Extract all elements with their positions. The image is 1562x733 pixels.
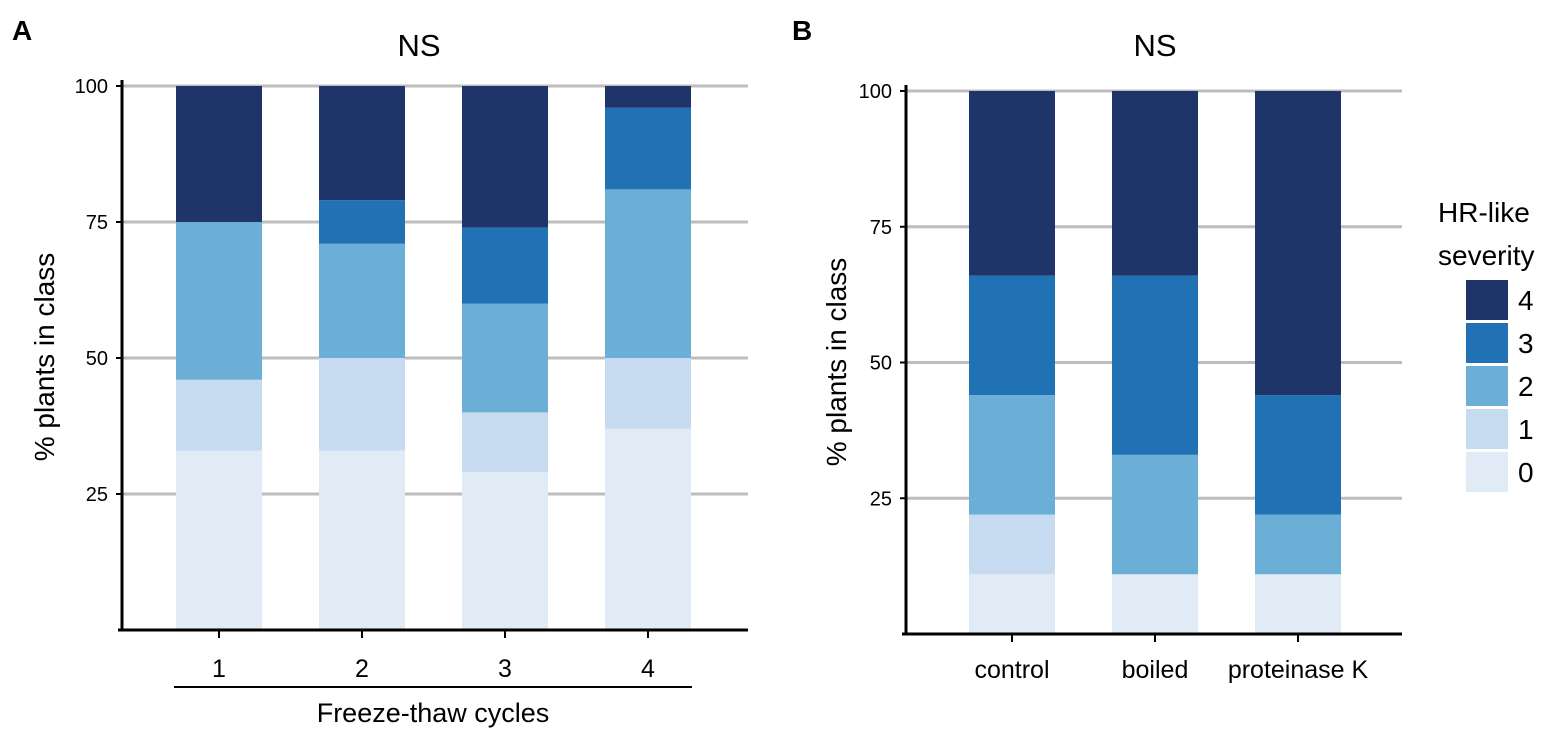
bar-a-3-class-3	[462, 227, 548, 304]
bar-a-3-class-1	[462, 412, 548, 473]
legend-title-line-2: severity	[1438, 240, 1534, 271]
chart-panel-b: 25 50 75 100 control boiled proteinase K	[859, 81, 1402, 684]
y-tick-label-25: 25	[86, 484, 108, 506]
x-axis-label-a: Freeze-thaw cycles	[317, 698, 550, 728]
legend-swatch-1	[1466, 409, 1508, 449]
bar-a-3-class-0	[462, 472, 548, 630]
bar-b-control-class-0	[969, 574, 1055, 634]
bar-a-1-class-4	[176, 86, 262, 222]
bar-b-control-class-4	[969, 91, 1055, 276]
y-tick-label-75: 75	[86, 212, 108, 234]
bar-a-4-class-3	[605, 107, 691, 190]
y-tick-label-100: 100	[75, 76, 108, 98]
legend: HR-like severity 4 3 2 1 0	[1438, 197, 1534, 492]
bar-a-1-class-0	[176, 450, 262, 630]
legend-label-2: 2	[1518, 371, 1534, 402]
legend-title-line-1: HR-like	[1438, 197, 1530, 228]
bar-a-1-class-1	[176, 379, 262, 451]
bar-a-2-class-1	[319, 358, 405, 451]
bar-a-4-class-1	[605, 358, 691, 429]
bar-b-control-class-3	[969, 275, 1055, 396]
legend-swatch-2	[1466, 366, 1508, 406]
y-axis-label-a: % plants in class	[29, 253, 60, 462]
bar-b-boiled-class-3	[1112, 275, 1198, 455]
bar-b-proteinase-k-class-2	[1255, 514, 1341, 575]
bar-a-3-class-2	[462, 303, 548, 413]
bar-a-4-class-0	[605, 428, 691, 630]
bar-a-3-class-4	[462, 86, 548, 228]
panel-label-b: B	[792, 15, 812, 46]
bar-a-2-class-0	[319, 450, 405, 630]
bar-b-control-class-1	[969, 514, 1055, 575]
bar-a-2-class-4	[319, 86, 405, 201]
x-tick-label-b-0: control	[974, 656, 1049, 684]
chart-panel-a: 25 50 75 100 1 2 3 4	[75, 76, 748, 683]
bar-a-2-class-3	[319, 200, 405, 244]
legend-label-1: 1	[1518, 414, 1534, 445]
y-tick-label-100: 100	[859, 81, 892, 103]
legend-label-3: 3	[1518, 328, 1534, 359]
y-tick-label-25: 25	[870, 488, 892, 510]
legend-swatch-4	[1466, 280, 1508, 320]
x-tick-label-a-1: 2	[355, 655, 369, 683]
y-tick-label-50: 50	[870, 353, 892, 375]
bar-a-4-class-4	[605, 86, 691, 108]
y-tick-label-50: 50	[86, 348, 108, 370]
x-tick-label-b-1: boiled	[1122, 656, 1189, 684]
bar-a-2-class-2	[319, 243, 405, 358]
legend-label-4: 4	[1518, 285, 1534, 316]
legend-swatch-3	[1466, 323, 1508, 363]
x-tick-label-a-2: 3	[498, 655, 512, 683]
bar-b-proteinase-k-class-3	[1255, 395, 1341, 515]
bar-a-1-class-2	[176, 222, 262, 380]
chart-title-a: NS	[397, 28, 440, 63]
x-tick-label-a-3: 4	[641, 655, 655, 683]
bar-b-control-class-2	[969, 395, 1055, 515]
y-tick-label-75: 75	[870, 217, 892, 239]
y-axis-label-b: % plants in class	[821, 258, 852, 467]
chart-title-b: NS	[1133, 28, 1176, 63]
bar-b-proteinase-k-class-4	[1255, 91, 1341, 396]
x-tick-label-b-2: proteinase K	[1228, 656, 1369, 684]
x-tick-label-a-0: 1	[212, 655, 226, 683]
bar-b-boiled-class-0	[1112, 574, 1198, 634]
legend-swatch-0	[1466, 452, 1508, 492]
bar-b-proteinase-k-class-0	[1255, 574, 1341, 634]
bar-b-boiled-class-2	[1112, 454, 1198, 575]
bar-b-boiled-class-4	[1112, 91, 1198, 276]
legend-label-0: 0	[1518, 457, 1534, 488]
panel-label-a: A	[12, 15, 32, 46]
bar-a-4-class-2	[605, 189, 691, 358]
